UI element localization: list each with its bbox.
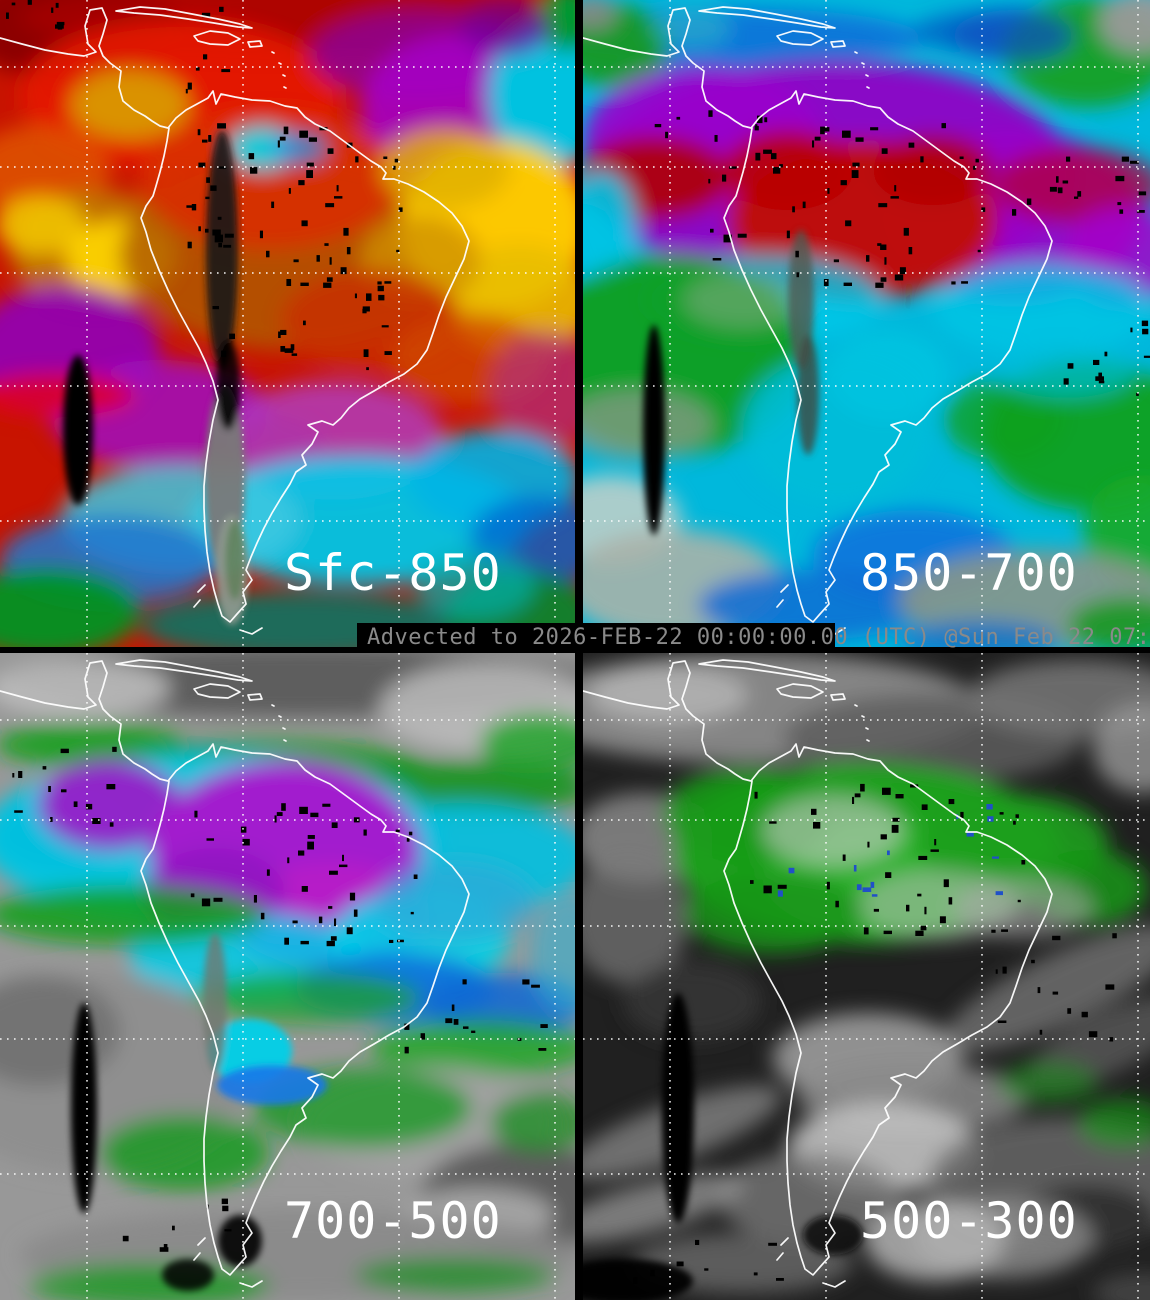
timestamp-text: Advected to 2026-FEB-22 00:00:00.00 (UTC…	[367, 625, 1150, 650]
satellite-image-850-700	[583, 0, 1150, 647]
panel-850-700: 850-700	[583, 0, 1150, 647]
cloud-black-speckles	[654, 110, 1150, 396]
cloud-black-speckles	[633, 783, 1117, 1284]
panel-label-850-700: 850-700	[860, 544, 1078, 602]
panel-label-sfc-850: Sfc-850	[284, 544, 502, 602]
panel-label-700-500: 700-500	[284, 1192, 502, 1250]
cloud-black-speckles	[6, 0, 403, 371]
panel-sfc-850: Sfc-850	[0, 0, 575, 647]
satellite-image-sfc-850	[0, 0, 575, 647]
cloud-black-speckles	[12, 746, 548, 1252]
timestamp-banner: Advected to 2026-FEB-22 00:00:00.00 (UTC…	[357, 623, 1150, 653]
panel-700-500: 700-500	[0, 653, 575, 1300]
panel-500-300: 500-300	[583, 653, 1150, 1300]
satellite-image-700-500	[0, 653, 575, 1300]
panel-label-500-300: 500-300	[860, 1192, 1078, 1250]
satellite-image-500-300	[583, 653, 1150, 1300]
